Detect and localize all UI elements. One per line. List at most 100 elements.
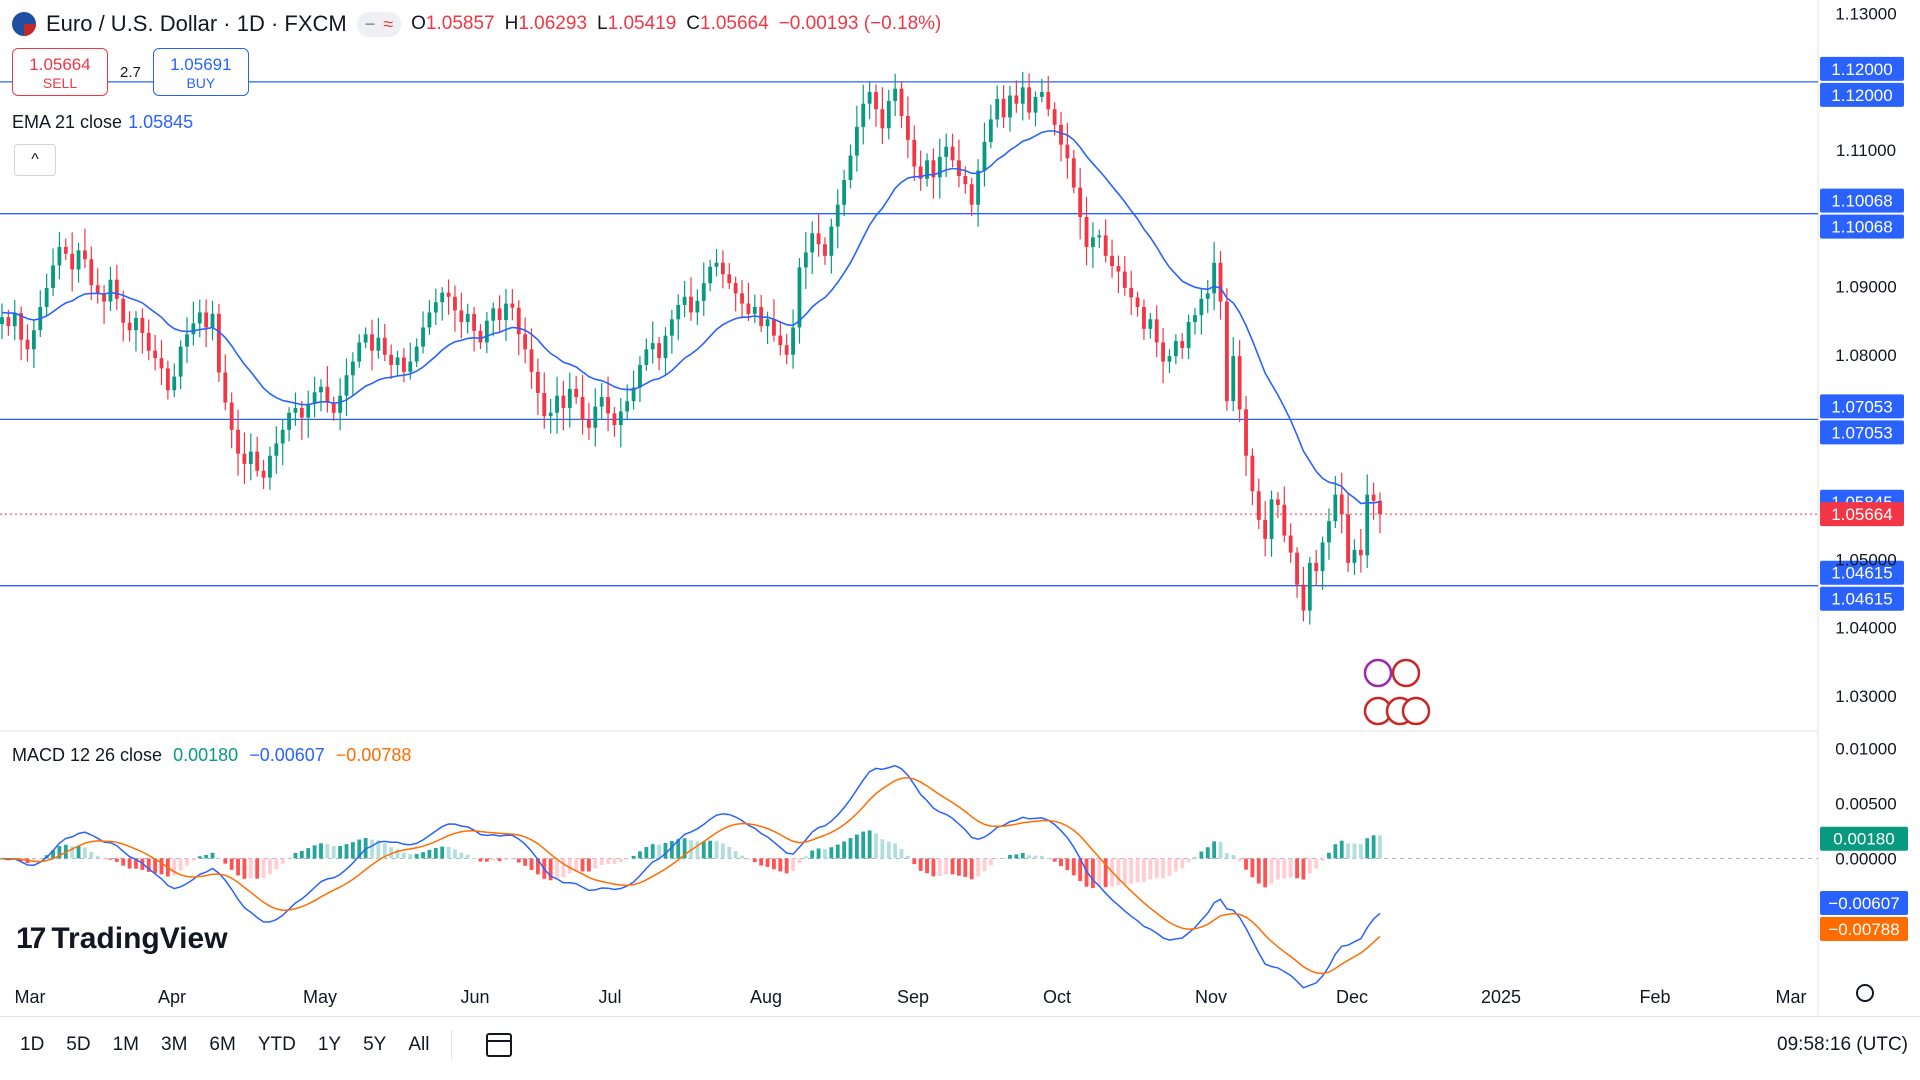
candle-body-123 — [784, 345, 789, 355]
range-3m[interactable]: 3M — [161, 1034, 188, 1055]
level-tag-2-1: 1.07053 — [1831, 423, 1892, 442]
macd-hist-bar-193 — [1231, 855, 1236, 859]
macd-hist-bar-28 — [178, 858, 183, 871]
macd-hist-bar-190 — [1212, 841, 1217, 859]
macd-hist-bar-154 — [982, 858, 987, 872]
candle-body-56 — [357, 342, 362, 362]
range-ytd[interactable]: YTD — [257, 1034, 296, 1055]
candle-body-208 — [1327, 521, 1331, 543]
candle-body-153 — [976, 170, 980, 205]
macd-hist-bar-40 — [255, 858, 260, 879]
sell-button[interactable]: 1.05664 SELL — [12, 48, 108, 96]
collapse-legend-button[interactable]: ^ — [14, 144, 56, 176]
grid — [0, 0, 1819, 1015]
candle-body-9 — [57, 246, 62, 266]
macd-hist-bar-69 — [440, 846, 445, 859]
range-5d[interactable]: 5D — [66, 1034, 91, 1055]
macd-hist-bar-213 — [1358, 844, 1363, 859]
macd-hist-bar-9 — [57, 846, 62, 859]
candle-body-214 — [1365, 494, 1370, 556]
calendar-icon[interactable] — [486, 1033, 513, 1057]
macd-hist-bar-163 — [1039, 855, 1044, 859]
macd-hist-bar-196 — [1250, 858, 1255, 878]
utc-clock[interactable]: 09:58:16 (UTC) — [1777, 1034, 1908, 1055]
candle-body-40 — [255, 451, 260, 471]
buy-label: BUY — [186, 75, 216, 91]
candle-body-86 — [548, 412, 553, 417]
range-5y[interactable]: 5Y — [363, 1034, 387, 1055]
macd-hist-bar-17 — [108, 858, 113, 860]
candle-body-58 — [370, 334, 374, 351]
macd-hist-bar-113 — [720, 843, 725, 859]
macd-hist-bar-48 — [306, 848, 311, 859]
ema-legend[interactable]: EMA 21 close 1.05845 — [12, 112, 193, 133]
macd-hist-bar-37 — [236, 858, 240, 876]
candle-body-57 — [363, 334, 368, 343]
candle-body-0 — [0, 317, 4, 325]
macd-hist-bar-112 — [714, 840, 719, 859]
candle-body-143 — [912, 139, 917, 167]
candle-body-116 — [740, 293, 744, 304]
macd-hist-bar-137 — [874, 833, 878, 859]
candle-body-196 — [1250, 455, 1255, 492]
candle-body-145 — [925, 160, 929, 179]
time-axis[interactable]: Mar Apr May Jun Jul Aug Sep Oct Nov Dec 2025 Feb Mar — [15, 987, 1807, 1007]
macd-hist-bar-76 — [484, 858, 489, 862]
bottom-toolbar: 1D 5D 1M 3M 6M YTD 1Y 5Y All 09:58:16 (U… — [0, 1016, 1920, 1073]
candle-body-97 — [618, 411, 623, 426]
low-value: 1.05419 — [607, 13, 677, 34]
symbol-status-pill[interactable]: − ≈ — [356, 11, 402, 37]
candle-body-26 — [165, 368, 170, 391]
price-tick-2: 1.05000 — [1835, 550, 1896, 569]
candle-body-82 — [523, 334, 528, 350]
macd-tick-2: 0.00000 — [1835, 850, 1896, 869]
candle-body-173 — [1103, 235, 1108, 256]
macd-hist-bar-192 — [1224, 853, 1229, 859]
symbol-title[interactable]: Euro / U.S. Dollar · 1D · FXCM — [46, 11, 347, 36]
settings-gear-icon[interactable] — [1856, 984, 1874, 1002]
candle-body-79 — [504, 303, 508, 320]
candle-body-55 — [350, 361, 355, 376]
range-1d[interactable]: 1D — [20, 1034, 45, 1055]
candle-body-99 — [631, 387, 636, 402]
price-axis[interactable]: 1.12000 1.12000 1.10068 1.10068 1.07053 1.070… — [1820, 5, 1908, 941]
buy-button[interactable]: 1.05691 BUY — [152, 48, 249, 96]
candle-body-32 — [204, 312, 209, 328]
candle-body-18 — [114, 279, 119, 299]
range-all[interactable]: All — [408, 1034, 430, 1055]
candle-body-63 — [402, 357, 406, 372]
macd-hist-bar-119 — [759, 858, 764, 866]
macd-hist-bar-155 — [988, 858, 993, 866]
macd-hist-bar-179 — [1142, 858, 1146, 883]
macd-hist-bar-49 — [312, 845, 317, 859]
last-price-tag-bg — [1820, 502, 1904, 527]
range-6m[interactable]: 6M — [209, 1034, 236, 1055]
event-icons[interactable] — [1363, 658, 1431, 726]
macd-hist-bar-172 — [1097, 858, 1102, 888]
range-1y[interactable]: 1Y — [317, 1034, 342, 1055]
macd-legend[interactable]: MACD 12 26 close 0.00180 −0.00607 −0.007… — [12, 745, 417, 766]
time-tick-0: Mar — [15, 987, 46, 1007]
macd-hist-bar-18 — [114, 858, 119, 862]
macd-hist-bar-5 — [31, 858, 36, 863]
macd-hist-bar-198 — [1263, 858, 1268, 888]
macd-hist-bar-171 — [1091, 858, 1095, 888]
macd-hist-bar-123 — [784, 858, 789, 874]
tradingview-logo[interactable]: 17 TradingView — [16, 922, 228, 956]
trade-panel: 1.05664 SELL 2.7 1.05691 BUY — [12, 48, 249, 96]
candle-body-15 — [95, 285, 100, 294]
macd-hist-bar-189 — [1205, 847, 1210, 859]
macd-hist-bar-27 — [172, 858, 177, 876]
macd-hist-bar-128 — [816, 848, 821, 859]
candle-body-114 — [727, 274, 732, 284]
candle-body-36 — [229, 402, 234, 430]
macd-hist-bar-87 — [555, 858, 559, 879]
time-tick-9: Dec — [1336, 987, 1368, 1007]
macd-hist-bar-191 — [1218, 842, 1223, 859]
macd-hist-bar-177 — [1129, 858, 1134, 884]
candle-body-65 — [414, 346, 419, 362]
candle-body-120 — [765, 319, 770, 327]
range-1m[interactable]: 1M — [112, 1034, 139, 1055]
candle-body-61 — [389, 354, 394, 365]
